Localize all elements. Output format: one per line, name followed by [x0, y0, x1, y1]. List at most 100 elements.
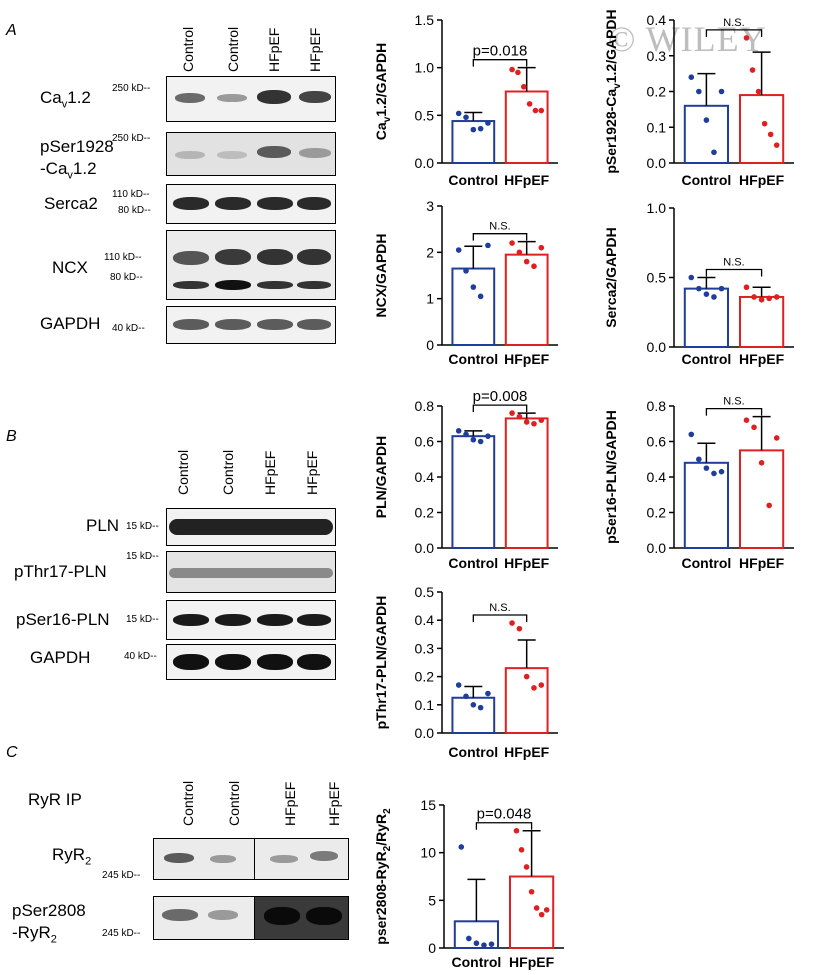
data-point: [509, 66, 515, 73]
lane-label: HFpEF: [262, 450, 278, 495]
significance-bracket: [472, 614, 528, 623]
bar-hfpef: [504, 417, 549, 549]
y-tick-label: 1.0: [415, 60, 435, 76]
lane-label: Control: [226, 780, 242, 826]
ip-label: RyR IP: [28, 790, 82, 809]
data-point: [523, 864, 530, 870]
data-point: [766, 502, 772, 509]
panel-letter-b: B: [6, 428, 17, 445]
data-point: [470, 702, 477, 708]
data-point: [470, 126, 477, 133]
significance-label: N.S.: [489, 602, 510, 614]
data-point: [455, 682, 462, 688]
blot-label-pser1928: pSer1928 -Cav1.2: [40, 137, 114, 182]
blot-serca2: [166, 184, 336, 224]
data-point: [531, 685, 537, 691]
y-tick-label: 15: [420, 797, 436, 813]
data-point: [711, 149, 717, 156]
lane-label: HFpEF: [282, 781, 298, 826]
data-point: [455, 110, 462, 117]
significance-label: p=0.018: [473, 43, 528, 60]
panel-letter-c: C: [6, 744, 18, 761]
blot-pser2808: [153, 896, 349, 940]
blot-ryr2: [153, 838, 349, 880]
data-point: [485, 242, 491, 249]
data-point: [470, 436, 477, 443]
blot-cav12: [166, 76, 336, 122]
y-tick-label: 3: [426, 198, 434, 214]
data-point: [477, 438, 484, 445]
data-point: [458, 844, 465, 850]
x-tick-label: HFpEF: [739, 555, 785, 571]
data-point: [516, 413, 523, 420]
blot-label-cav12: Cav1.2: [40, 88, 91, 111]
data-point: [488, 941, 495, 947]
kd-marker: 15 kD--: [126, 521, 159, 532]
blot-gapdh-b: [166, 644, 336, 680]
significance-label: p=0.008: [473, 388, 528, 405]
wiley-watermark: © WILEY: [608, 19, 767, 59]
lane-label: HFpEF: [266, 27, 282, 72]
data-point: [696, 456, 702, 463]
data-point: [509, 410, 515, 416]
data-point: [703, 465, 710, 471]
kd-marker: 40 kD--: [124, 651, 157, 662]
y-tick-label: 0.4: [415, 469, 435, 485]
y-axis-label: pThr17-PLN/GAPDH: [373, 596, 389, 730]
y-axis-label: Cav1.2/GAPDH: [373, 43, 393, 140]
blot-label-pln: PLN: [86, 516, 120, 535]
kd-marker: 40 kD--: [112, 323, 145, 334]
y-tick-label: 0.4: [647, 469, 667, 485]
bar-control: [451, 267, 496, 346]
kd-marker: 245 kD--: [102, 870, 141, 881]
significance-label: N.S.: [723, 396, 744, 408]
lane-label: HFpEF: [326, 781, 342, 826]
data-point: [751, 294, 757, 300]
y-axis-label: pSer16-PLN/GAPDH: [603, 410, 619, 544]
significance-bracket: [705, 268, 763, 277]
data-point: [766, 295, 772, 302]
y-tick-label: 0.6: [647, 434, 667, 450]
blot-pser16: [166, 600, 336, 640]
data-point: [520, 83, 527, 90]
data-point: [703, 117, 710, 123]
significance-label: N.S.: [723, 257, 744, 269]
x-tick-label: Control: [448, 172, 498, 188]
data-point: [688, 274, 695, 281]
data-point: [463, 114, 469, 121]
chart-pthr17: 0.0 0.1 0.2 0.3 0.4 0.5 Control HFpEF N.S. pThr17…: [373, 584, 558, 760]
chart-pln: 0.0 0.2 0.4 0.6 0.8 Control HFpEF p=0.008 PLN/GA…: [373, 388, 558, 571]
significance-bracket: [705, 408, 763, 416]
y-axis-label: NCX/GAPDH: [373, 233, 389, 317]
blot-pthr17: [166, 551, 336, 593]
x-tick-label: HFpEF: [739, 351, 785, 367]
data-point: [538, 244, 545, 251]
y-tick-label: 0.2: [647, 84, 667, 100]
y-tick-label: 0.0: [415, 155, 435, 171]
blot-gapdh-a: [166, 306, 336, 344]
y-tick-label: 0.5: [647, 270, 667, 286]
x-tick-label: HFpEF: [739, 172, 785, 188]
x-tick-label: HFpEF: [504, 351, 550, 367]
lane-label: Control: [225, 26, 241, 72]
y-tick-label: 0.3: [647, 48, 667, 64]
data-point: [509, 620, 515, 626]
data-point: [533, 905, 540, 911]
y-axis-label: PLN/GAPDH: [373, 436, 389, 518]
y-tick-label: 0.2: [647, 505, 667, 521]
significance-label: N.S.: [489, 221, 510, 233]
bar-control: [683, 104, 730, 165]
y-tick-label: 0.0: [647, 339, 667, 355]
chart-pser1928: 0.0 0.1 0.2 0.3 0.4 Control HFpEF N.S. pSer1928-…: [603, 9, 794, 188]
data-point: [485, 690, 491, 697]
blot-ncx: [166, 230, 336, 300]
data-point: [463, 431, 469, 438]
y-tick-label: 0.0: [647, 540, 667, 556]
data-point: [509, 240, 515, 246]
y-tick-label: 0: [426, 337, 434, 353]
kd-marker: 15 kD--: [126, 551, 159, 562]
y-tick-label: 10: [420, 845, 436, 861]
x-tick-label: Control: [682, 555, 732, 571]
kd-marker: 110 kD--: [104, 252, 142, 263]
data-point: [711, 294, 717, 300]
